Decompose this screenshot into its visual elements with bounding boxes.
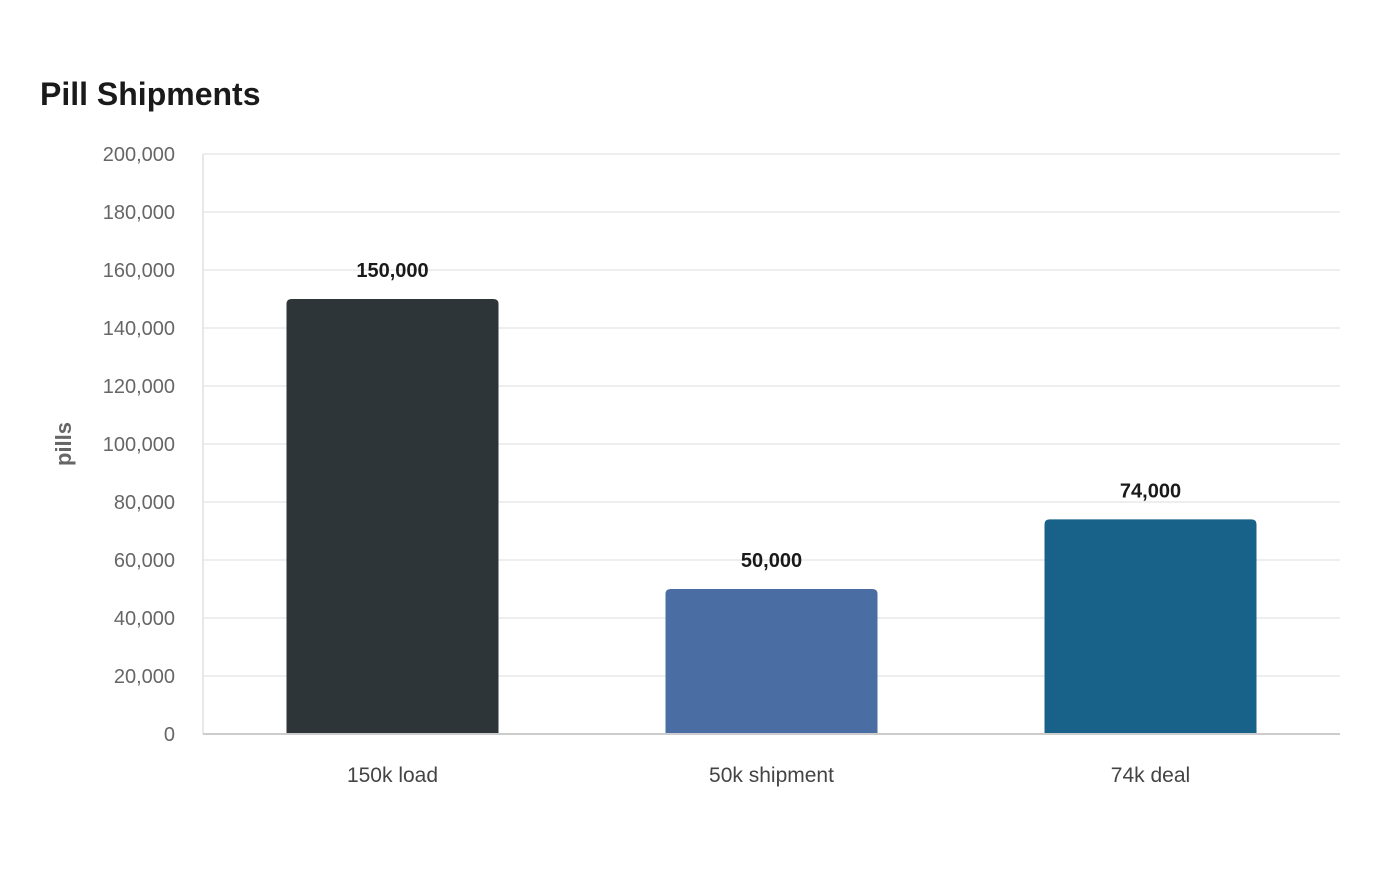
x-tick-label: 50k shipment (709, 764, 834, 787)
x-tick-label: 150k load (347, 764, 438, 787)
y-tick-label: 200,000 (103, 144, 175, 166)
bar-value-label: 50,000 (741, 550, 802, 572)
bar-value-label: 150,000 (356, 260, 428, 282)
y-tick-label: 160,000 (103, 260, 175, 282)
axes: 0 20,000 40,000 60,000 80,000 100,000 120,000 1… (51, 144, 1340, 787)
y-tick-label: 100,000 (103, 434, 175, 456)
y-tick-label: 180,000 (103, 202, 175, 224)
y-tick-label: 140,000 (103, 318, 175, 340)
y-tick-label: 20,000 (114, 666, 175, 688)
y-tick-label: 120,000 (103, 376, 175, 398)
chart-title: Pill Shipments (40, 76, 261, 112)
x-tick-label: 74k deal (1111, 764, 1190, 787)
y-axis-title: pills (51, 422, 76, 466)
bar[interactable] (1044, 519, 1257, 734)
bar[interactable] (286, 299, 499, 734)
bar-value-label: 74,000 (1120, 480, 1181, 502)
labels: 150,000 50,000 74,000 (356, 260, 1181, 572)
y-tick-label: 60,000 (114, 550, 175, 572)
y-tick-label: 40,000 (114, 608, 175, 630)
bars (286, 299, 1257, 734)
bar[interactable] (665, 589, 878, 734)
y-tick-label: 0 (164, 724, 175, 746)
y-tick-label: 80,000 (114, 492, 175, 514)
